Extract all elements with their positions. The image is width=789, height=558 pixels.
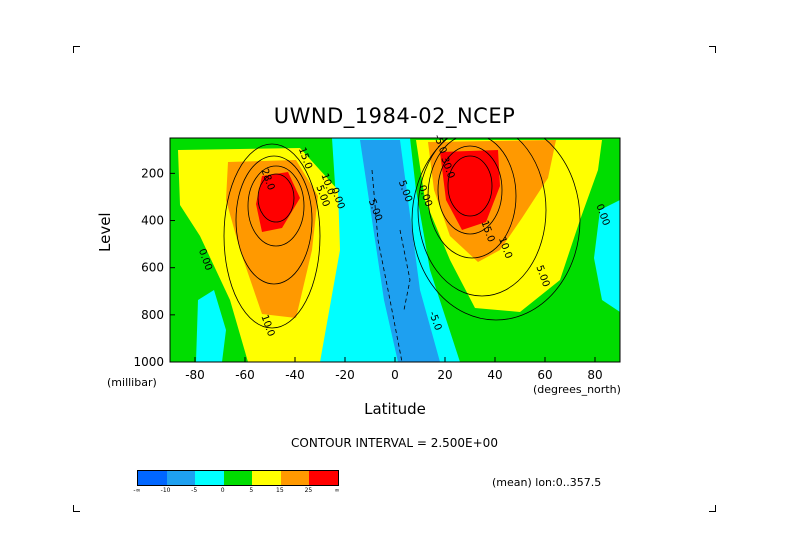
colorbar-tick-label: 5	[249, 487, 254, 494]
northern-jet-core	[440, 150, 500, 230]
colorbar-tick-label: -∞	[133, 487, 141, 494]
southern-jet-core	[256, 172, 300, 232]
contour-lines	[223, 138, 581, 362]
colorbar-swatch	[280, 471, 310, 485]
north-polar-easterly	[594, 200, 620, 312]
south-polar-easterly	[196, 290, 226, 362]
x-tick-label: 40	[487, 368, 502, 382]
y-axis-units: (millibar)	[107, 376, 157, 389]
x-tick-label: 0	[391, 368, 399, 382]
corner-mark	[73, 46, 80, 53]
contour-line	[257, 173, 295, 223]
contour-line	[399, 229, 411, 311]
colorbar-tick-label: 25	[304, 487, 313, 494]
filled-contours	[170, 138, 620, 362]
contour-line	[437, 145, 503, 235]
colorbar-tick-label: -5	[191, 487, 198, 494]
colorbar-swatch	[223, 471, 253, 485]
colorbar-swatch	[252, 471, 281, 485]
colorbar-tick-label: ∞	[334, 487, 340, 494]
colorbar-swatch	[166, 471, 196, 485]
contour-line	[371, 169, 403, 362]
y-axis-label: Level	[96, 212, 114, 252]
x-axis-ticks: -80 -60 -40 -20 0 20 40 60 80	[185, 357, 603, 382]
y-tick-label: 400	[141, 214, 164, 228]
colorbar-swatch	[138, 471, 167, 485]
y-tick-label: 800	[141, 308, 164, 322]
contour-line	[235, 155, 313, 285]
x-tick-label: -80	[185, 368, 205, 382]
corner-mark	[709, 505, 716, 512]
corner-mark	[73, 505, 80, 512]
colorbar-swatch	[195, 471, 224, 485]
contour-line	[411, 138, 581, 321]
y-tick-label: 600	[141, 261, 164, 275]
x-tick-label: -40	[285, 368, 305, 382]
colorbar-tick-label: 0	[220, 487, 225, 494]
y-tick-label: 1000	[133, 355, 164, 369]
contour-line	[417, 138, 547, 297]
x-axis-units: (degrees_north)	[533, 383, 621, 396]
colorbar	[137, 470, 339, 486]
x-tick-label: -60	[235, 368, 255, 382]
x-tick-label: 20	[437, 368, 452, 382]
y-axis-ticks: 200 400 600 800 1000	[133, 166, 175, 369]
contour-interval-text: CONTOUR INTERVAL = 2.500E+00	[291, 436, 498, 450]
colorbar-swatch	[309, 471, 339, 485]
colorbar-tick-labels: -∞ -10 -5 0 5 15 25 ∞	[133, 487, 340, 497]
x-tick-label: -20	[335, 368, 355, 382]
strong-easterly-core	[360, 140, 440, 362]
corner-mark	[709, 46, 716, 53]
x-axis-label: Latitude	[364, 400, 426, 418]
contour-line	[223, 143, 321, 329]
contour-line	[447, 155, 493, 217]
contour-line	[427, 138, 517, 259]
x-tick-label: 60	[537, 368, 552, 382]
colorbar-tick-label: -10	[160, 487, 171, 494]
contour-line	[247, 165, 305, 247]
x-tick-label: 80	[587, 368, 602, 382]
mean-lon-text: (mean) lon:0..357.5	[492, 476, 602, 489]
colorbar-tick-label: 15	[276, 487, 284, 494]
y-tick-label: 200	[141, 166, 164, 180]
chart-title: UWND_1984-02_NCEP	[273, 104, 516, 128]
